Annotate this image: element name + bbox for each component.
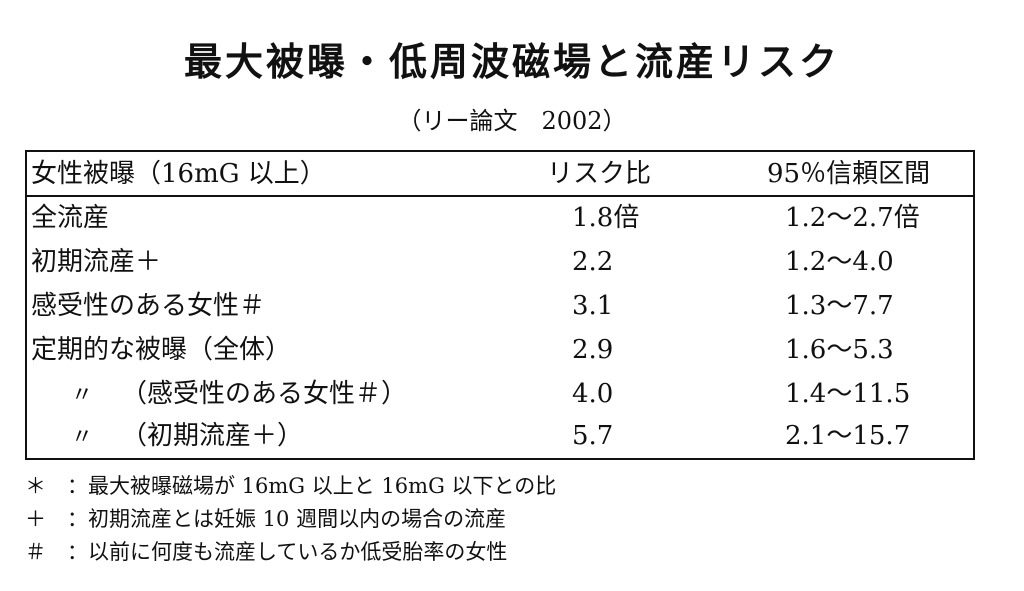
row-confidence-interval: 1.3～7.7 [785,291,894,321]
table-row: 初期流産＋ 2.2 1.2～4.0 [27,244,973,288]
footnote-mark: ＋ [25,507,46,531]
header-exposure: 女性被曝（16mG 以上） [31,159,326,189]
row-label: 感受性のある女性＃ [31,291,266,321]
table-row: 感受性のある女性＃ 3.1 1.3～7.7 [27,288,973,332]
row-confidence-interval: 2.1～15.7 [785,421,911,451]
risk-table: 女性被曝（16mG 以上） リスク比 95％信頼区間 全流産 1.8倍 1.2～… [25,150,975,460]
row-confidence-interval: 1.4～11.5 [785,379,911,409]
row-risk-ratio: 2.9 [572,335,614,365]
page-title: 最大被曝・低周波磁場と流産リスク [183,39,840,84]
ditto-mark: 〃 [71,425,94,450]
row-label-text: （初期流産＋） [121,421,304,451]
row-risk-ratio: 1.8倍 [572,203,640,233]
footnote: ＊ ：最大被曝磁場が 16mG 以上と 16mG 以下との比 [25,470,985,503]
row-label: 〃 （初期流産＋） [71,418,303,456]
row-label-text: （感受性のある女性＃） [121,379,408,409]
footnote: ＃ ：以前に何度も流産しているか低受胎率の女性 [25,536,985,569]
row-risk-ratio: 2.2 [572,247,614,277]
table-row: 定期的な被曝（全体） 2.9 1.6～5.3 [27,332,973,376]
footnote-text: ：初期流産とは妊娠 10 週間以内の場合の流産 [67,507,507,531]
table-row: 全流産 1.8倍 1.2～2.7倍 [27,200,973,244]
ditto-mark: 〃 [71,383,94,408]
row-label: 全流産 [31,203,110,233]
header-confidence-interval: 95％信頼区間 [767,159,931,189]
footnote-text: ：最大被曝磁場が 16mG 以上と 16mG 以下との比 [67,474,557,498]
row-label: 定期的な被曝（全体） [31,335,292,365]
row-risk-ratio: 4.0 [572,379,614,409]
page-subtitle: （リー論文 2002） [397,107,627,135]
row-label: 〃 （感受性のある女性＃） [71,376,407,414]
header-risk-ratio: リスク比 [547,159,652,189]
footnote: ＋ ：初期流産とは妊娠 10 週間以内の場合の流産 [25,503,985,536]
row-confidence-interval: 1.2～4.0 [785,247,894,277]
footnote-text: ：以前に何度も流産しているか低受胎率の女性 [67,540,508,564]
table-row: 〃 （初期流産＋） 5.7 2.1～15.7 [27,418,973,462]
row-risk-ratio: 3.1 [572,291,614,321]
footnote-mark: ＊ [25,474,46,498]
row-confidence-interval: 1.6～5.3 [785,335,894,365]
table-header-row: 女性被曝（16mG 以上） リスク比 95％信頼区間 [27,152,973,197]
row-confidence-interval: 1.2～2.7倍 [785,203,920,233]
row-risk-ratio: 5.7 [572,421,614,451]
footnote-mark: ＃ [25,540,46,564]
footnotes: ＊ ：最大被曝磁場が 16mG 以上と 16mG 以下との比 ＋ ：初期流産とは… [25,470,985,569]
table-row: 〃 （感受性のある女性＃） 4.0 1.4～11.5 [27,376,973,420]
row-label: 初期流産＋ [31,247,162,277]
